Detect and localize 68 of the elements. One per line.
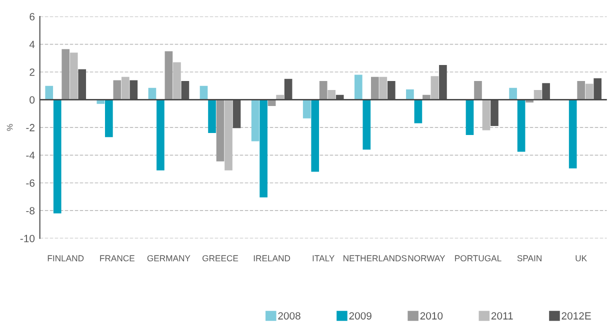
x-tick-label: SPAIN bbox=[517, 255, 542, 262]
bar bbox=[568, 100, 577, 168]
x-tick-label: NORWAY bbox=[408, 255, 446, 262]
legend-label: 2012E bbox=[562, 312, 591, 320]
bar bbox=[181, 81, 190, 100]
bar bbox=[260, 100, 268, 198]
legend-label: 2009 bbox=[349, 312, 372, 320]
bar bbox=[439, 65, 447, 100]
x-tick-label: GERMANY bbox=[147, 255, 190, 262]
bar bbox=[379, 76, 388, 100]
bar bbox=[414, 100, 422, 124]
bar bbox=[78, 69, 86, 100]
bar bbox=[430, 76, 439, 100]
bar bbox=[200, 86, 208, 100]
bar bbox=[53, 100, 62, 214]
bar bbox=[387, 81, 396, 100]
x-tick-label: FINLAND bbox=[48, 255, 84, 262]
bar bbox=[406, 89, 414, 100]
y-tick-label: -2 bbox=[26, 124, 34, 132]
bar bbox=[121, 76, 130, 100]
bar bbox=[70, 52, 78, 100]
bar bbox=[130, 80, 138, 100]
y-tick-label: 4 bbox=[29, 40, 35, 48]
y-tick-label: 2 bbox=[30, 68, 34, 76]
bar bbox=[251, 100, 260, 142]
bar bbox=[328, 90, 336, 100]
bar bbox=[156, 100, 164, 170]
x-tick-label: GREECE bbox=[202, 255, 238, 262]
y-tick-label: 6 bbox=[30, 13, 35, 20]
y-tick-label: 0 bbox=[30, 96, 35, 104]
x-tick-label: ITALY bbox=[312, 255, 334, 262]
bar bbox=[284, 78, 292, 100]
bar bbox=[490, 100, 498, 126]
x-tick-label: FRANCE bbox=[100, 255, 134, 262]
bar bbox=[474, 81, 482, 100]
bar bbox=[362, 100, 371, 150]
bar bbox=[370, 76, 379, 100]
bar bbox=[509, 88, 517, 100]
y-axis-title: % bbox=[6, 124, 13, 131]
bar bbox=[302, 100, 311, 118]
legend-label: 2010 bbox=[420, 312, 443, 320]
bar bbox=[517, 100, 526, 152]
legend-label: 2011 bbox=[491, 312, 513, 320]
bar bbox=[354, 74, 362, 100]
bar bbox=[319, 81, 328, 100]
x-tick-label: PORTUGAL bbox=[455, 255, 502, 262]
y-tick-label: -6 bbox=[26, 179, 35, 187]
bar bbox=[45, 86, 54, 100]
legend-label: 2008 bbox=[278, 312, 300, 320]
x-tick-label: UK bbox=[576, 255, 587, 262]
bar bbox=[232, 100, 241, 128]
bar bbox=[62, 49, 70, 100]
bar bbox=[216, 100, 224, 162]
bar bbox=[113, 80, 122, 100]
bar bbox=[585, 84, 594, 100]
bar bbox=[105, 100, 113, 138]
bar bbox=[542, 83, 550, 100]
x-tick-label: IRELAND bbox=[254, 255, 290, 262]
bar bbox=[311, 100, 320, 172]
y-tick-label: -4 bbox=[26, 152, 35, 159]
bar bbox=[164, 51, 173, 100]
bar bbox=[466, 100, 474, 136]
y-tick-label: -10 bbox=[20, 234, 35, 242]
y-tick-label: -8 bbox=[26, 207, 35, 214]
bar bbox=[594, 78, 602, 100]
x-tick-label: NETHERLANDS bbox=[344, 255, 407, 262]
bar bbox=[577, 81, 586, 100]
bar bbox=[208, 100, 216, 133]
